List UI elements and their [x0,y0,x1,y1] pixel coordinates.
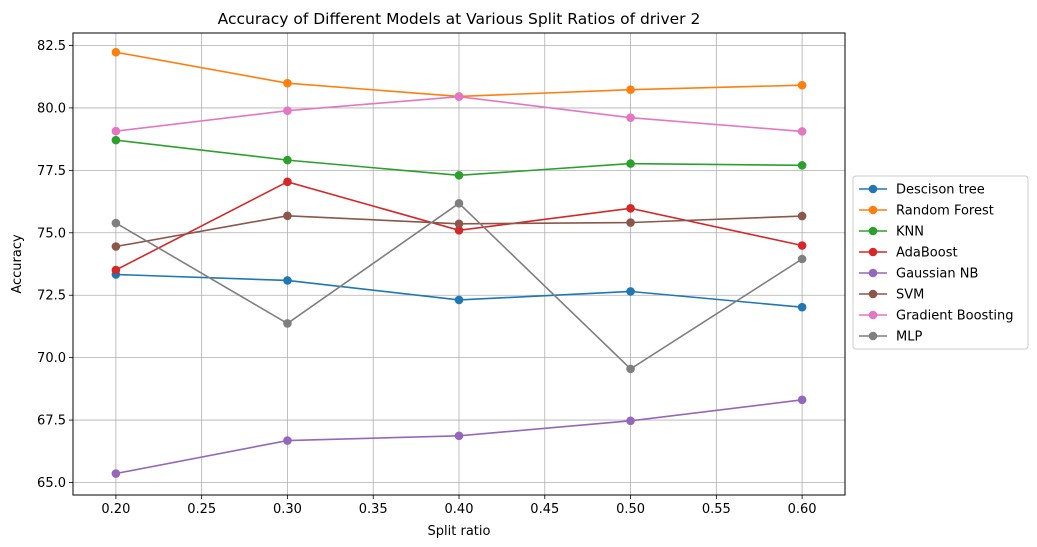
data-point [626,204,635,213]
legend-swatch-marker [868,205,878,215]
data-point [283,177,292,187]
grid [73,33,845,495]
y-tick-label: 65.0 [37,476,66,491]
data-point [797,241,807,250]
data-point [454,219,464,229]
data-point [626,85,635,94]
legend-item: Descison tree [859,183,985,198]
y-axis: 65.0 67.5 70.0 72.5 75.0 77.5 80.0 82.5 [37,39,73,491]
data-point [283,211,292,221]
legend-item: AdaBoost [859,246,958,261]
y-tick-label: 72.5 [37,289,66,304]
legend-label: SVM [896,288,924,303]
legend-swatch-marker [868,268,878,278]
x-tick-label: 0.25 [187,502,216,517]
legend-label: MLP [896,330,922,345]
x-tick-label: 0.30 [273,502,302,517]
data-point [797,161,807,170]
data-point [283,276,292,285]
data-point [111,469,121,478]
legend-label: Descison tree [896,183,985,198]
data-point [454,92,464,101]
legend-swatch-marker [868,289,878,299]
legend-swatch-marker [868,247,878,257]
data-point [283,436,292,445]
data-point [797,302,807,312]
legend-item: Gaussian NB [859,267,978,282]
legend-label: Gradient Boosting [896,309,1014,324]
data-point [111,126,121,136]
y-axis-label: Accuracy [10,234,25,294]
data-point [111,47,121,57]
data-point [797,80,807,90]
data-point [626,218,635,227]
x-axis: 0.20 0.25 0.30 0.35 0.40 0.45 0.50 0.55 0.60 [101,495,817,517]
legend-label: AdaBoost [896,246,958,261]
legend-swatch-marker [868,184,878,194]
chart-title: Accuracy of Different Models at Various … [218,10,701,28]
x-tick-label: 0.40 [445,502,474,517]
legend-label: Random Forest [896,204,994,219]
legend: Descison tree Random Forest KNN AdaBoost Gau… [852,175,1029,350]
data-point [111,218,121,228]
data-point [797,254,807,264]
data-point [454,199,464,208]
data-point [626,113,635,122]
x-tick-label: 0.35 [359,502,388,517]
legend-swatch-marker [868,310,878,320]
y-tick-label: 70.0 [37,351,66,366]
legend-item: Gradient Boosting [859,309,1014,324]
data-point [111,265,121,275]
data-point [626,287,635,296]
data-point [626,364,635,374]
data-point [454,295,464,305]
series-knn [111,135,807,180]
legend-label: KNN [896,225,924,240]
x-axis-label: Split ratio [428,524,491,539]
legend-item: MLP [859,330,922,345]
legend-label: Gaussian NB [896,267,978,282]
series-svm [111,211,807,251]
data-point [454,171,464,180]
legend-swatch-marker [868,226,878,236]
y-tick-label: 75.0 [37,226,66,241]
data-point [454,431,464,441]
data-point [283,319,292,328]
x-tick-label: 0.60 [788,502,817,517]
legend-item: KNN [859,225,924,240]
series-descison-tree [111,270,807,312]
x-tick-label: 0.55 [702,502,731,517]
data-point [454,225,464,235]
data-point [111,135,121,145]
data-point [283,155,292,165]
series-gaussian-nb [111,395,807,478]
x-tick-label: 0.45 [530,502,559,517]
y-tick-label: 67.5 [37,414,66,429]
data-point [626,416,635,426]
y-tick-label: 80.0 [37,101,66,116]
legend-box [852,175,1029,350]
y-tick-label: 82.5 [37,39,66,54]
series-layer [111,47,807,478]
data-point [626,159,635,168]
data-point [797,127,807,136]
data-point [111,242,121,251]
x-tick-label: 0.20 [101,502,130,517]
y-tick-label: 77.5 [37,164,66,179]
data-point [283,106,292,115]
series-gradient-boosting [111,92,807,136]
data-point [797,395,807,405]
legend-item: Random Forest [859,204,994,219]
data-point [797,211,807,221]
series-mlp [111,199,807,374]
x-tick-label: 0.50 [616,502,645,517]
data-point [283,78,292,88]
legend-swatch-marker [868,331,878,341]
legend-item: SVM [859,288,924,303]
